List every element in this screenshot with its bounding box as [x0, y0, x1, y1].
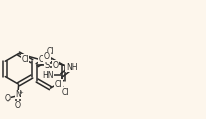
Text: N: N: [15, 90, 21, 99]
Text: Cl: Cl: [62, 88, 70, 97]
Text: O: O: [44, 52, 50, 61]
Text: NH: NH: [66, 63, 77, 72]
Text: ·⁻: ·⁻: [7, 99, 12, 104]
Text: O: O: [52, 61, 58, 70]
Text: HN: HN: [42, 71, 54, 80]
Text: Cl: Cl: [47, 47, 54, 56]
Text: Cl: Cl: [21, 55, 29, 64]
Text: O: O: [15, 101, 21, 110]
Text: O: O: [38, 55, 44, 64]
Text: S: S: [44, 61, 50, 70]
Text: Cl: Cl: [54, 80, 62, 89]
Text: +: +: [18, 90, 23, 95]
Text: O: O: [4, 94, 10, 103]
